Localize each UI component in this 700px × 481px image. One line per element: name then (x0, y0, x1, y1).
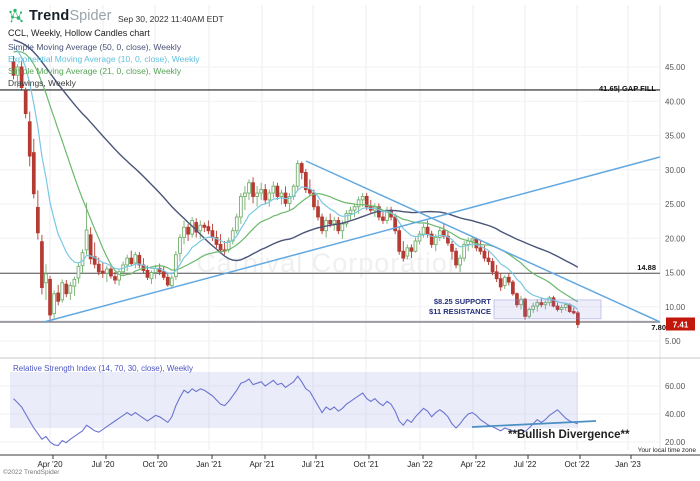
svg-text:Oct '22: Oct '22 (564, 460, 590, 469)
svg-text:40.00: 40.00 (665, 410, 686, 419)
copyright-note: ©2022 TrendSpider (3, 469, 60, 476)
sma50-line (13, 39, 579, 268)
legend-drawings[interactable]: Drawings, Weekly (8, 78, 76, 88)
support-resistance-zone-box (493, 299, 602, 320)
support-annotation: $8.25 SUPPORT (433, 297, 491, 306)
symbol-title[interactable]: CCL, Weekly, Hollow Candles chart (8, 28, 150, 38)
legend-ema10[interactable]: Exponential Moving Average (10, 0, close… (8, 54, 200, 64)
svg-text:60.00: 60.00 (665, 382, 686, 391)
candles-layer (11, 56, 580, 328)
svg-text:7.41: 7.41 (673, 320, 689, 329)
legend-sma50[interactable]: Simple Moving Average (50, 0, close), We… (8, 42, 182, 52)
svg-text:15.00: 15.00 (665, 269, 686, 278)
legend-sma21[interactable]: Simple Moving Average (21, 0, close), We… (8, 66, 182, 76)
rsi-divergence-line (471, 420, 597, 428)
svg-text:Jan '21: Jan '21 (196, 460, 222, 469)
level-7-80-label: 7.80 (651, 323, 666, 332)
key-level-lines (0, 89, 660, 323)
logo-text-spider: Spider (69, 8, 112, 24)
level-14-88-label: 14.88 (637, 263, 656, 272)
svg-text:Oct '21: Oct '21 (353, 460, 379, 469)
legend-rsi[interactable]: Relative Strength Index (14, 70, 30, clo… (13, 364, 193, 373)
svg-text:35.00: 35.00 (665, 132, 686, 141)
trendline-drawings (43, 156, 660, 323)
gap-fill-level-label: 41.65| GAP FILL (599, 84, 656, 93)
sma21-line (13, 50, 579, 303)
svg-text:Jan '23: Jan '23 (615, 460, 641, 469)
svg-text:25.00: 25.00 (665, 200, 686, 209)
svg-text:Apr '20: Apr '20 (37, 460, 63, 469)
moving-averages-layer (13, 39, 579, 310)
resistance-annotation: $11 RESISTANCE (429, 307, 491, 316)
time-axis-labels: Apr '20 Jul '20 Oct '20 Jan '21 Apr '21 Jul '… (37, 455, 641, 469)
chart-timestamp: Sep 30, 2022 11:40AM EDT (118, 14, 224, 24)
rsi-layer (13, 375, 597, 447)
svg-text:5.00: 5.00 (665, 337, 681, 346)
bullish-divergence-annotation: **Bullish Divergence** (508, 429, 630, 441)
svg-text:40.00: 40.00 (665, 97, 686, 106)
svg-text:Jul '21: Jul '21 (302, 460, 325, 469)
price-axis-labels: 45.00 40.00 35.00 30.00 25.00 20.00 15.00 10.00… (665, 63, 686, 447)
svg-text:Apr '21: Apr '21 (249, 460, 275, 469)
svg-text:30.00: 30.00 (665, 166, 686, 175)
ema10-line (13, 46, 579, 310)
support-resistance-annotation: $8.25 SUPPORT $11 RESISTANCE (429, 297, 491, 317)
svg-text:Apr '22: Apr '22 (460, 460, 486, 469)
trendspider-logo[interactable]: Trend Spider (8, 8, 111, 24)
logo-text-trend: Trend (29, 8, 70, 24)
svg-text:Jan '22: Jan '22 (407, 460, 433, 469)
trendspider-logo-icon (9, 8, 23, 23)
svg-text:Jul '20: Jul '20 (92, 460, 115, 469)
timezone-note[interactable]: Your local time zone (637, 447, 696, 454)
svg-text:Oct '20: Oct '20 (142, 460, 168, 469)
svg-text:20.00: 20.00 (665, 234, 686, 243)
svg-text:45.00: 45.00 (665, 63, 686, 72)
svg-text:Jul '22: Jul '22 (514, 460, 537, 469)
rsi-line (13, 375, 579, 447)
svg-text:20.00: 20.00 (665, 438, 686, 447)
last-price-badge (666, 317, 695, 331)
svg-text:10.00: 10.00 (665, 303, 686, 312)
